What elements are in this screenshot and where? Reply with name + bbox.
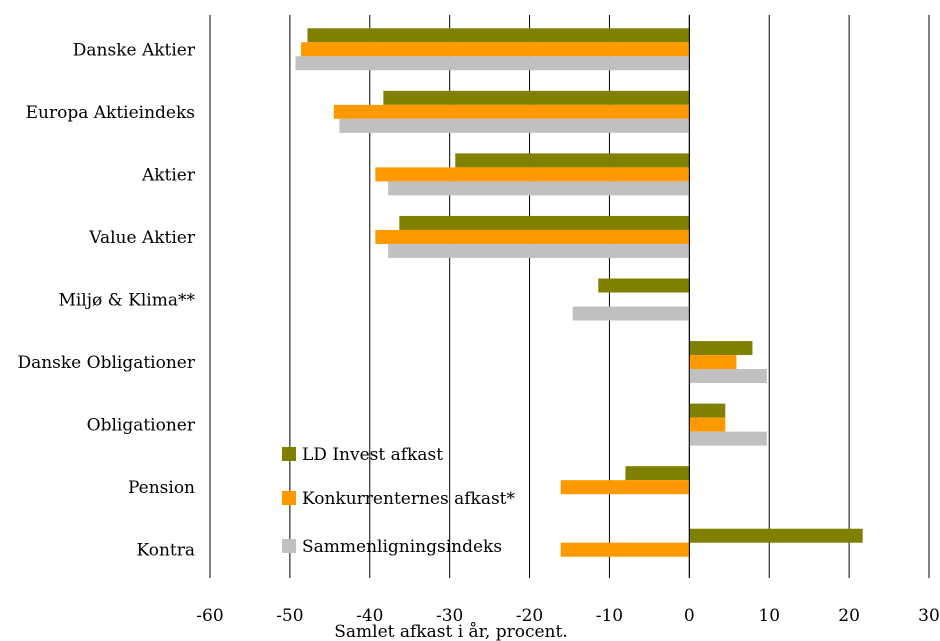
bar xyxy=(455,153,690,168)
category-label: Danske Aktier xyxy=(73,40,196,60)
x-tick-label: -40 xyxy=(356,606,383,626)
x-tick-label: 20 xyxy=(838,606,860,626)
legend: LD Invest afkast Konkurrenternes afkast* S… xyxy=(282,445,516,557)
bar xyxy=(399,215,690,230)
legend-swatch xyxy=(282,491,296,505)
bar xyxy=(689,341,753,356)
legend-label: Sammenligningsindeks xyxy=(302,537,502,557)
category-label: Value Aktier xyxy=(88,228,196,248)
category-label: Kontra xyxy=(136,541,195,561)
category-labels: Danske Aktier Europa Aktieindeks Aktier Val… xyxy=(17,40,195,560)
bar xyxy=(689,431,767,446)
category-label: Miljø & Klima** xyxy=(58,291,195,311)
x-tick-label: -60 xyxy=(196,606,223,626)
bars xyxy=(295,15,863,578)
bar xyxy=(295,56,690,71)
bar xyxy=(625,466,690,481)
bar xyxy=(375,229,690,244)
category-label: Pension xyxy=(128,478,195,498)
bar xyxy=(375,167,690,182)
bar xyxy=(598,278,690,293)
bar xyxy=(333,104,690,119)
category-label: Obligationer xyxy=(87,416,196,436)
legend-label: Konkurrenternes afkast* xyxy=(302,489,516,509)
legend-label: LD Invest afkast xyxy=(302,445,443,465)
bar xyxy=(560,480,690,495)
category-label: Europa Aktieindeks xyxy=(26,103,195,123)
x-tick-label: 10 xyxy=(758,606,780,626)
x-tick-label: 30 xyxy=(918,606,940,626)
bar xyxy=(339,118,690,133)
bar xyxy=(307,28,690,43)
bar xyxy=(572,306,690,321)
x-tick-labels: -60 -50 -40 -30 -20 -10 0 10 20 30 xyxy=(196,606,940,626)
x-tick-label: -10 xyxy=(596,606,623,626)
bar xyxy=(301,42,690,57)
x-tick-label: 0 xyxy=(684,606,695,626)
legend-swatch xyxy=(282,447,296,461)
bar xyxy=(388,181,690,196)
bar xyxy=(383,90,690,105)
x-tick-label: -20 xyxy=(516,606,543,626)
x-tick-label: -30 xyxy=(436,606,463,626)
bar xyxy=(689,528,863,543)
bar xyxy=(689,369,767,384)
bar xyxy=(560,542,690,557)
bar xyxy=(689,403,726,418)
bar xyxy=(689,417,726,432)
bar xyxy=(689,355,737,370)
x-tick-label: -50 xyxy=(276,606,303,626)
x-axis-title: Samlet afkast i år, procent. xyxy=(334,622,568,641)
bar xyxy=(388,243,690,258)
legend-swatch xyxy=(282,539,296,553)
category-label: Danske Obligationer xyxy=(17,353,195,373)
category-label: Aktier xyxy=(141,165,196,185)
